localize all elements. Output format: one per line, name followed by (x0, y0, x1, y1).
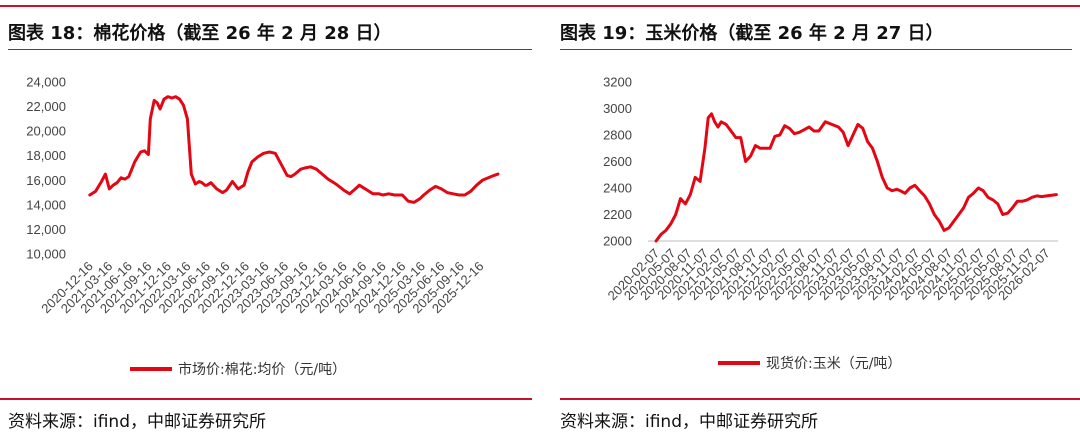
top-rule (0, 5, 1080, 7)
left-y-tick-label: 10,000 (26, 247, 66, 262)
left-chart: 10,000 12,000 14,000 16,000 18,000 20,000 22,0… (26, 75, 500, 378)
left-y-tick-label: 18,000 (26, 148, 66, 163)
left-y-tick-label: 16,000 (26, 173, 66, 188)
left-y-tick-label: 12,000 (26, 222, 66, 237)
right-y-tick-label: 3200 (603, 75, 632, 90)
left-y-tick-label: 20,000 (26, 124, 66, 139)
left-legend-label: 市场价:棉花:均价（元/吨） (178, 361, 346, 378)
right-bottom-rule (560, 398, 1080, 400)
right-source-note: 资料来源：ifind，中邮证券研究所 (560, 412, 818, 432)
right-y-tick-label: 2400 (603, 181, 632, 196)
right-y-tick-label: 3000 (603, 101, 632, 116)
left-series-line (88, 95, 500, 204)
right-series-line (654, 112, 1058, 243)
right-y-tick-label: 2000 (603, 234, 632, 249)
right-chart-title: 图表 19：玉米价格（截至 26 年 2 月 27 日） (560, 23, 944, 44)
left-y-tick-label: 14,000 (26, 197, 66, 212)
right-y-tick-label: 2800 (603, 128, 632, 143)
left-y-tick-label: 22,000 (26, 99, 66, 114)
left-source-note: 资料来源：ifind，中邮证券研究所 (8, 412, 266, 432)
left-y-tick-label: 24,000 (26, 75, 66, 90)
left-bottom-rule (0, 398, 532, 400)
left-chart-title: 图表 18：棉花价格（截至 26 年 2 月 28 日） (8, 23, 392, 44)
right-legend-label: 现货价:玉米（元/吨） (766, 355, 901, 372)
right-title-rule (560, 49, 1072, 50)
left-title-rule (8, 49, 532, 50)
right-y-tick-label: 2200 (603, 207, 632, 222)
right-y-tick-label: 2600 (603, 154, 632, 169)
right-chart: 20002200240026002800300032002020-02-0720… (603, 75, 1058, 372)
